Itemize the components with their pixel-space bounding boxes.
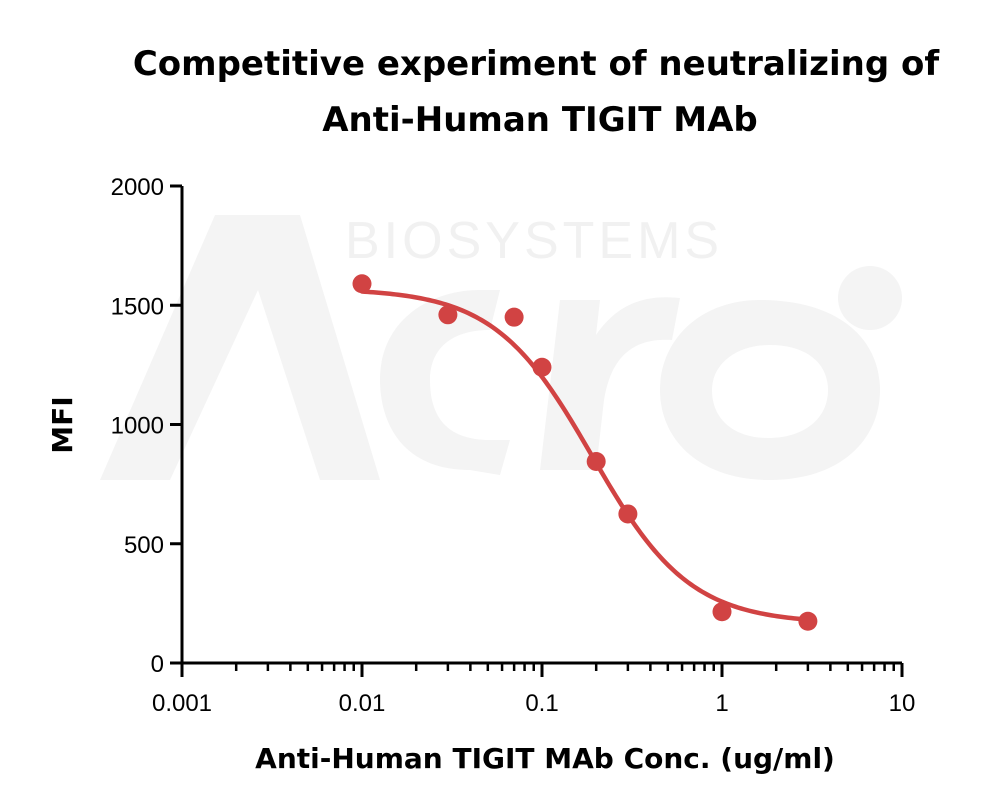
x-tick-label: 0.1 — [525, 690, 558, 717]
data-point — [352, 274, 372, 294]
x-tick-label: 10 — [889, 690, 916, 717]
data-point — [532, 357, 552, 377]
series-layer — [352, 274, 818, 631]
data-point — [438, 305, 458, 325]
x-axis-ticks: 0.001 0.01 0.1 1 10 — [152, 663, 915, 717]
y-axis-label: MFI — [46, 396, 79, 453]
chart-title-line-2: Anti-Human TIGIT MAb — [322, 100, 758, 140]
fit-curve — [359, 289, 811, 622]
x-tick-label: 1 — [715, 690, 728, 717]
y-tick-label: 500 — [124, 532, 164, 559]
data-point — [712, 602, 732, 622]
x-tick-label: 0.01 — [339, 690, 386, 717]
data-point — [504, 307, 524, 327]
y-tick-label: 1000 — [111, 413, 164, 440]
x-axis-label: Anti-Human TIGIT MAb Conc. (ug/ml) — [255, 742, 835, 775]
y-tick-label: 2000 — [111, 174, 164, 201]
x-tick-label: 0.001 — [152, 690, 212, 717]
y-tick-label: 0 — [151, 651, 164, 678]
y-axis-ticks: 0 500 1000 1500 2000 — [111, 174, 182, 678]
data-point — [618, 504, 638, 524]
data-point — [586, 451, 606, 471]
watermark-text: BIOSYSTEMS — [345, 212, 723, 270]
watermark-logo: BIOSYSTEMS — [100, 212, 902, 480]
y-tick-label: 1500 — [111, 293, 164, 320]
chart-title-line-1: Competitive experiment of neutralizing o… — [133, 44, 941, 84]
data-point — [798, 611, 818, 631]
